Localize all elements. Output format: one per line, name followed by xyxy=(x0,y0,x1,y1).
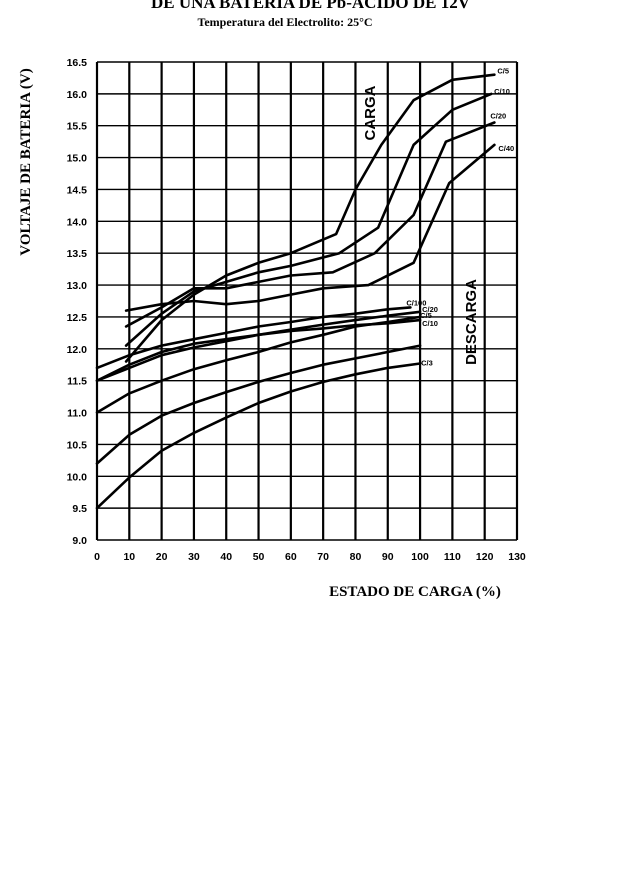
y-tick-label: 11.5 xyxy=(67,376,87,388)
y-tick-label: 14.0 xyxy=(67,216,88,228)
series-label: C/40 xyxy=(498,144,514,153)
series-lines xyxy=(95,73,496,510)
region-label-carga: CARGA xyxy=(362,85,379,140)
series-label: C/5 xyxy=(497,67,509,76)
x-tick-label: 20 xyxy=(156,551,168,563)
x-tick-label: 70 xyxy=(317,551,329,563)
y-axis-title: VOLTAJE DE BATERIA (V) xyxy=(18,68,34,255)
y-tick-label: 9.5 xyxy=(72,503,87,515)
tick-labels: 0 10 20 30 40 50 60 70 80 90 100 110 120 130 9.0 9.5 10.… xyxy=(67,57,526,563)
y-tick-label: 9.0 xyxy=(72,535,87,547)
series-label: C/20 xyxy=(422,305,438,314)
series-label: C/20 xyxy=(490,112,506,121)
x-tick-label: 60 xyxy=(285,551,297,563)
x-tick-label: 30 xyxy=(188,551,200,563)
x-tick-label: 50 xyxy=(253,551,265,563)
series-line-descarga-7 xyxy=(95,315,422,414)
chart-title: DE UNA BATERIA DE Pb-ACIDO DE 12V xyxy=(151,0,470,12)
series-label: C/3 xyxy=(421,358,433,367)
x-tick-label: 80 xyxy=(350,551,362,563)
y-tick-label: 13.5 xyxy=(67,248,88,260)
y-tick-label: 15.0 xyxy=(67,153,88,165)
y-tick-label: 11.0 xyxy=(67,408,87,420)
y-tick-label: 10.5 xyxy=(67,439,88,451)
series-line-carga-2 xyxy=(124,121,496,328)
series-label: C/10 xyxy=(494,87,510,96)
grid xyxy=(95,61,519,541)
x-tick-label: 110 xyxy=(444,551,461,563)
x-tick-label: 90 xyxy=(382,551,394,563)
region-label-descarga: DESCARGA xyxy=(463,279,480,365)
x-axis-title: ESTADO DE CARGA (%) xyxy=(329,584,501,600)
series-line-descarga-4 xyxy=(95,306,412,370)
series-label: C/5 xyxy=(420,311,432,320)
x-tick-label: 0 xyxy=(94,551,100,563)
y-tick-label: 16.5 xyxy=(67,57,88,69)
series-line-carga-3 xyxy=(124,143,496,312)
series-line-descarga-8 xyxy=(95,344,422,465)
y-tick-label: 10.0 xyxy=(67,471,88,483)
chart-subtitle: Temperatura del Electrolito: 25°C xyxy=(197,15,373,29)
y-tick-label: 13.0 xyxy=(67,280,88,292)
series-line-descarga-9 xyxy=(95,362,422,510)
series-line-carga-0 xyxy=(124,73,496,363)
series-label: C/100 xyxy=(406,298,426,307)
y-tick-label: 15.5 xyxy=(67,121,88,133)
x-tick-label: 130 xyxy=(508,551,526,563)
x-tick-label: 40 xyxy=(220,551,232,563)
y-tick-label: 12.0 xyxy=(67,344,88,356)
x-tick-label: 120 xyxy=(476,551,494,563)
y-tick-label: 16.0 xyxy=(67,89,88,101)
x-tick-label: 10 xyxy=(123,551,135,563)
y-tick-label: 14.5 xyxy=(67,184,88,196)
series-line-carga-1 xyxy=(124,92,493,347)
series-label: C/10 xyxy=(422,319,438,328)
x-tick-label: 100 xyxy=(411,551,429,563)
y-tick-label: 12.5 xyxy=(67,312,88,324)
